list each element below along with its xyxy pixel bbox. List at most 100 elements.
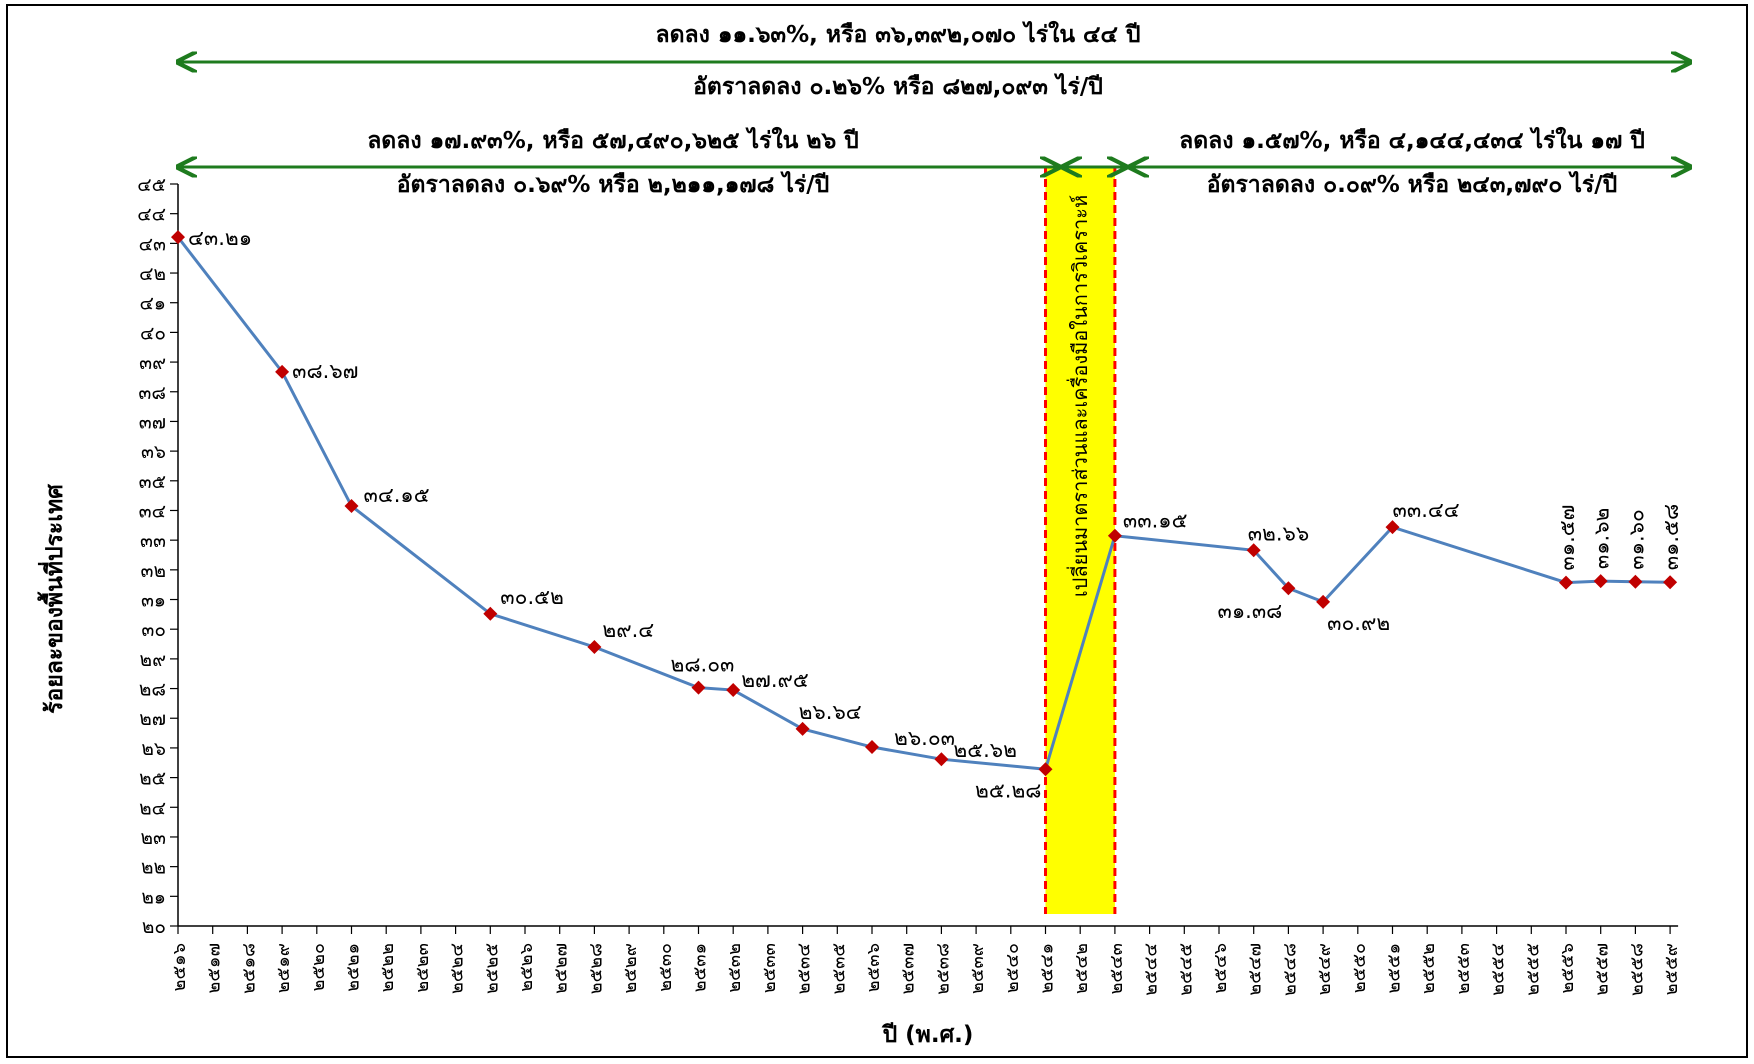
x-tick-label: ๒๕๓๗ [898, 943, 919, 994]
x-tick-label: ๒๕๔๐ [1002, 943, 1023, 993]
data-label: ๓๑.๓๘ [1217, 599, 1282, 623]
data-point-marker [795, 721, 810, 736]
x-tick-label: ๒๕๓๓ [759, 943, 780, 993]
series-line [176, 236, 1671, 771]
data-point-marker [1559, 575, 1573, 590]
data-label: ๒๗.๙๕ [741, 668, 809, 692]
highlight-label: เปลี่ยนมาตราส่วนและเครื่องมือในการวิเครา… [1066, 195, 1092, 597]
right-annotation-line1: ลดลง ๑.๕๗%, หรือ ๔,๑๔๔,๔๓๔ ไร่ใน ๑๗ ปี [1179, 126, 1645, 154]
data-point-marker [171, 230, 185, 245]
y-tick-label: ๓๐ [141, 619, 166, 641]
overall-annotation-line2: อัตราลดลง ๐.๒๖% หรือ ๘๒๗,๐๙๓ ไร่/ปี [693, 72, 1103, 100]
x-tick-label: ๒๕๔๔ [1141, 943, 1162, 996]
x-tick-label: ๒๕๕๙ [1661, 943, 1682, 995]
data-point-marker [726, 683, 741, 698]
data-label: ๒๙.๔ [602, 618, 654, 642]
data-point-marker [1663, 575, 1678, 590]
y-tick-label: ๔๔ [137, 204, 166, 226]
x-tick-label: ๒๕๓๙ [967, 943, 988, 994]
y-tick-label: ๒๑ [141, 886, 166, 908]
x-tick-label: ๒๕๒๕ [481, 943, 502, 994]
data-label: ๓๑.๕๗ [1555, 505, 1579, 571]
x-tick-label: ๒๕๒๙ [620, 943, 641, 994]
x-tick-label: ๒๕๓๐ [655, 943, 676, 992]
x-tick-label: ๒๕๔๘ [1279, 943, 1300, 996]
x-tick-label: ๒๕๓๑ [690, 943, 711, 992]
data-label: ๒๕.๒๘ [975, 778, 1041, 802]
x-tick-label: ๒๕๕๔ [1488, 943, 1509, 996]
y-tick-label: ๔๐ [140, 322, 166, 344]
x-tick-label: ๒๕๒๖ [516, 943, 537, 992]
y-tick-label: ๔๕ [137, 174, 166, 196]
data-label: ๓๐.๙๒ [1327, 611, 1390, 635]
y-tick-label: ๒๖ [141, 738, 166, 760]
x-tick-label: ๒๕๓๔ [794, 943, 815, 994]
data-point-marker [587, 640, 602, 655]
y-tick-label: ๓๔ [139, 500, 166, 522]
y-tick-label: ๔๒ [139, 263, 166, 285]
data-label: ๔๓.๒๑ [188, 226, 252, 250]
data-point-marker [1038, 762, 1053, 777]
left-annotation-line1: ลดลง ๑๗.๙๓%, หรือ ๕๗,๔๙๐,๖๒๕ ไร่ใน ๒๖ ปี [367, 126, 859, 154]
data-label: ๓๓.๔๔ [1393, 498, 1460, 522]
data-point-marker [1246, 543, 1261, 558]
data-point-marker [1281, 581, 1296, 596]
x-tick-label: ๒๕๓๕ [828, 943, 849, 994]
overall-annotation-line1: ลดลง ๑๑.๖๓%, หรือ ๓๖,๓๙๒,๐๗๐ ไร่ใน ๔๔ ปี [656, 20, 1141, 48]
right-annotation-line2: อัตราลดลง ๐.๐๙% หรือ ๒๔๓,๗๙๐ ไร่/ปี [1207, 170, 1618, 198]
data-point-marker [1107, 528, 1122, 543]
y-tick-label: ๒๒ [141, 857, 166, 879]
y-tick-label: ๓๖ [141, 441, 166, 463]
x-tick-label: ๒๕๕๑ [1384, 943, 1405, 994]
x-tick-label: ๒๕๑๖ [169, 943, 190, 991]
forest-area-line-chart: เปลี่ยนมาตราส่วนและเครื่องมือในการวิเครา… [37, 20, 1746, 1048]
y-tick-label: ๓๗ [139, 411, 166, 433]
x-tick-label: ๒๕๒๗ [551, 943, 572, 994]
x-tick-label: ๒๕๒๑ [343, 943, 364, 992]
data-label: ๓๒.๖๖ [1248, 521, 1310, 545]
x-tick-label: ๒๕๔๙ [1314, 943, 1335, 995]
x-tick-label: ๒๕๔๓ [1106, 943, 1127, 994]
highlight-band [1045, 166, 1115, 914]
x-tick-label: ๒๕๓๒ [724, 943, 745, 993]
x-tick-label: ๒๕๑๙ [273, 943, 294, 993]
data-label: ๒๘.๐๓ [671, 653, 735, 677]
y-tick-label: ๔๓ [139, 233, 166, 255]
chart-frame: เปลี่ยนมาตราส่วนและเครื่องมือในการวิเครา… [6, 4, 1748, 1058]
data-label: ๓๑.๖๒ [1590, 508, 1614, 570]
x-tick-label: ๒๕๕๗ [1592, 943, 1613, 996]
y-tick-label: ๓๕ [139, 471, 166, 493]
x-tick-label: ๒๕๑๘ [238, 943, 259, 994]
y-tick-label: ๓๓ [140, 530, 166, 552]
y-tick-label: ๒๓ [140, 827, 166, 849]
data-label: ๓๓.๑๕ [1123, 509, 1188, 533]
y-tick-label: ๓๙ [139, 352, 166, 374]
x-tick-label: ๒๕๔๗ [1245, 943, 1266, 996]
data-point-marker [865, 740, 879, 755]
x-tick-label: ๒๕๕๘ [1626, 943, 1647, 996]
data-point-marker [1628, 574, 1643, 589]
y-axis-title: ร้อยละของพื้นที่ประเทศ [37, 484, 68, 714]
x-tick-label: ๒๕๔๖ [1210, 943, 1231, 994]
x-tick-label: ๒๕๓๘ [932, 943, 953, 995]
x-tick-label: ๒๕๒๐ [308, 943, 329, 991]
x-tick-label: ๒๕๔๕ [1175, 943, 1196, 996]
data-label: ๓๔.๑๕ [364, 483, 430, 507]
x-tick-label: ๒๕๕๖ [1557, 943, 1578, 994]
data-label: ๒๖.๖๔ [799, 700, 862, 724]
x-tick-label: ๒๕๒๘ [585, 943, 606, 994]
y-tick-label: ๒๙ [140, 649, 166, 671]
x-tick-label: ๒๕๕๓ [1453, 943, 1474, 994]
x-tick-label: ๒๕๑๗ [204, 943, 225, 993]
left-annotation-line2: อัตราลดลง ๐.๖๙% หรือ ๒,๒๑๑,๑๗๘ ไร่/ปี [397, 170, 830, 198]
data-label: ๓๘.๖๗ [292, 359, 358, 383]
x-tick-label: ๒๕๔๑ [1037, 943, 1058, 994]
data-point-marker [483, 606, 498, 621]
data-point-marker [1593, 574, 1608, 589]
data-label: ๒๖.๐๓ [894, 726, 955, 750]
y-tick-label: ๒๗ [139, 708, 166, 730]
data-label: ๓๑.๕๘ [1659, 504, 1683, 570]
y-tick-label: ๓๘ [138, 382, 166, 404]
data-label: ๓๐.๕๒ [500, 585, 564, 609]
y-tick-label: ๒๕ [139, 768, 166, 790]
